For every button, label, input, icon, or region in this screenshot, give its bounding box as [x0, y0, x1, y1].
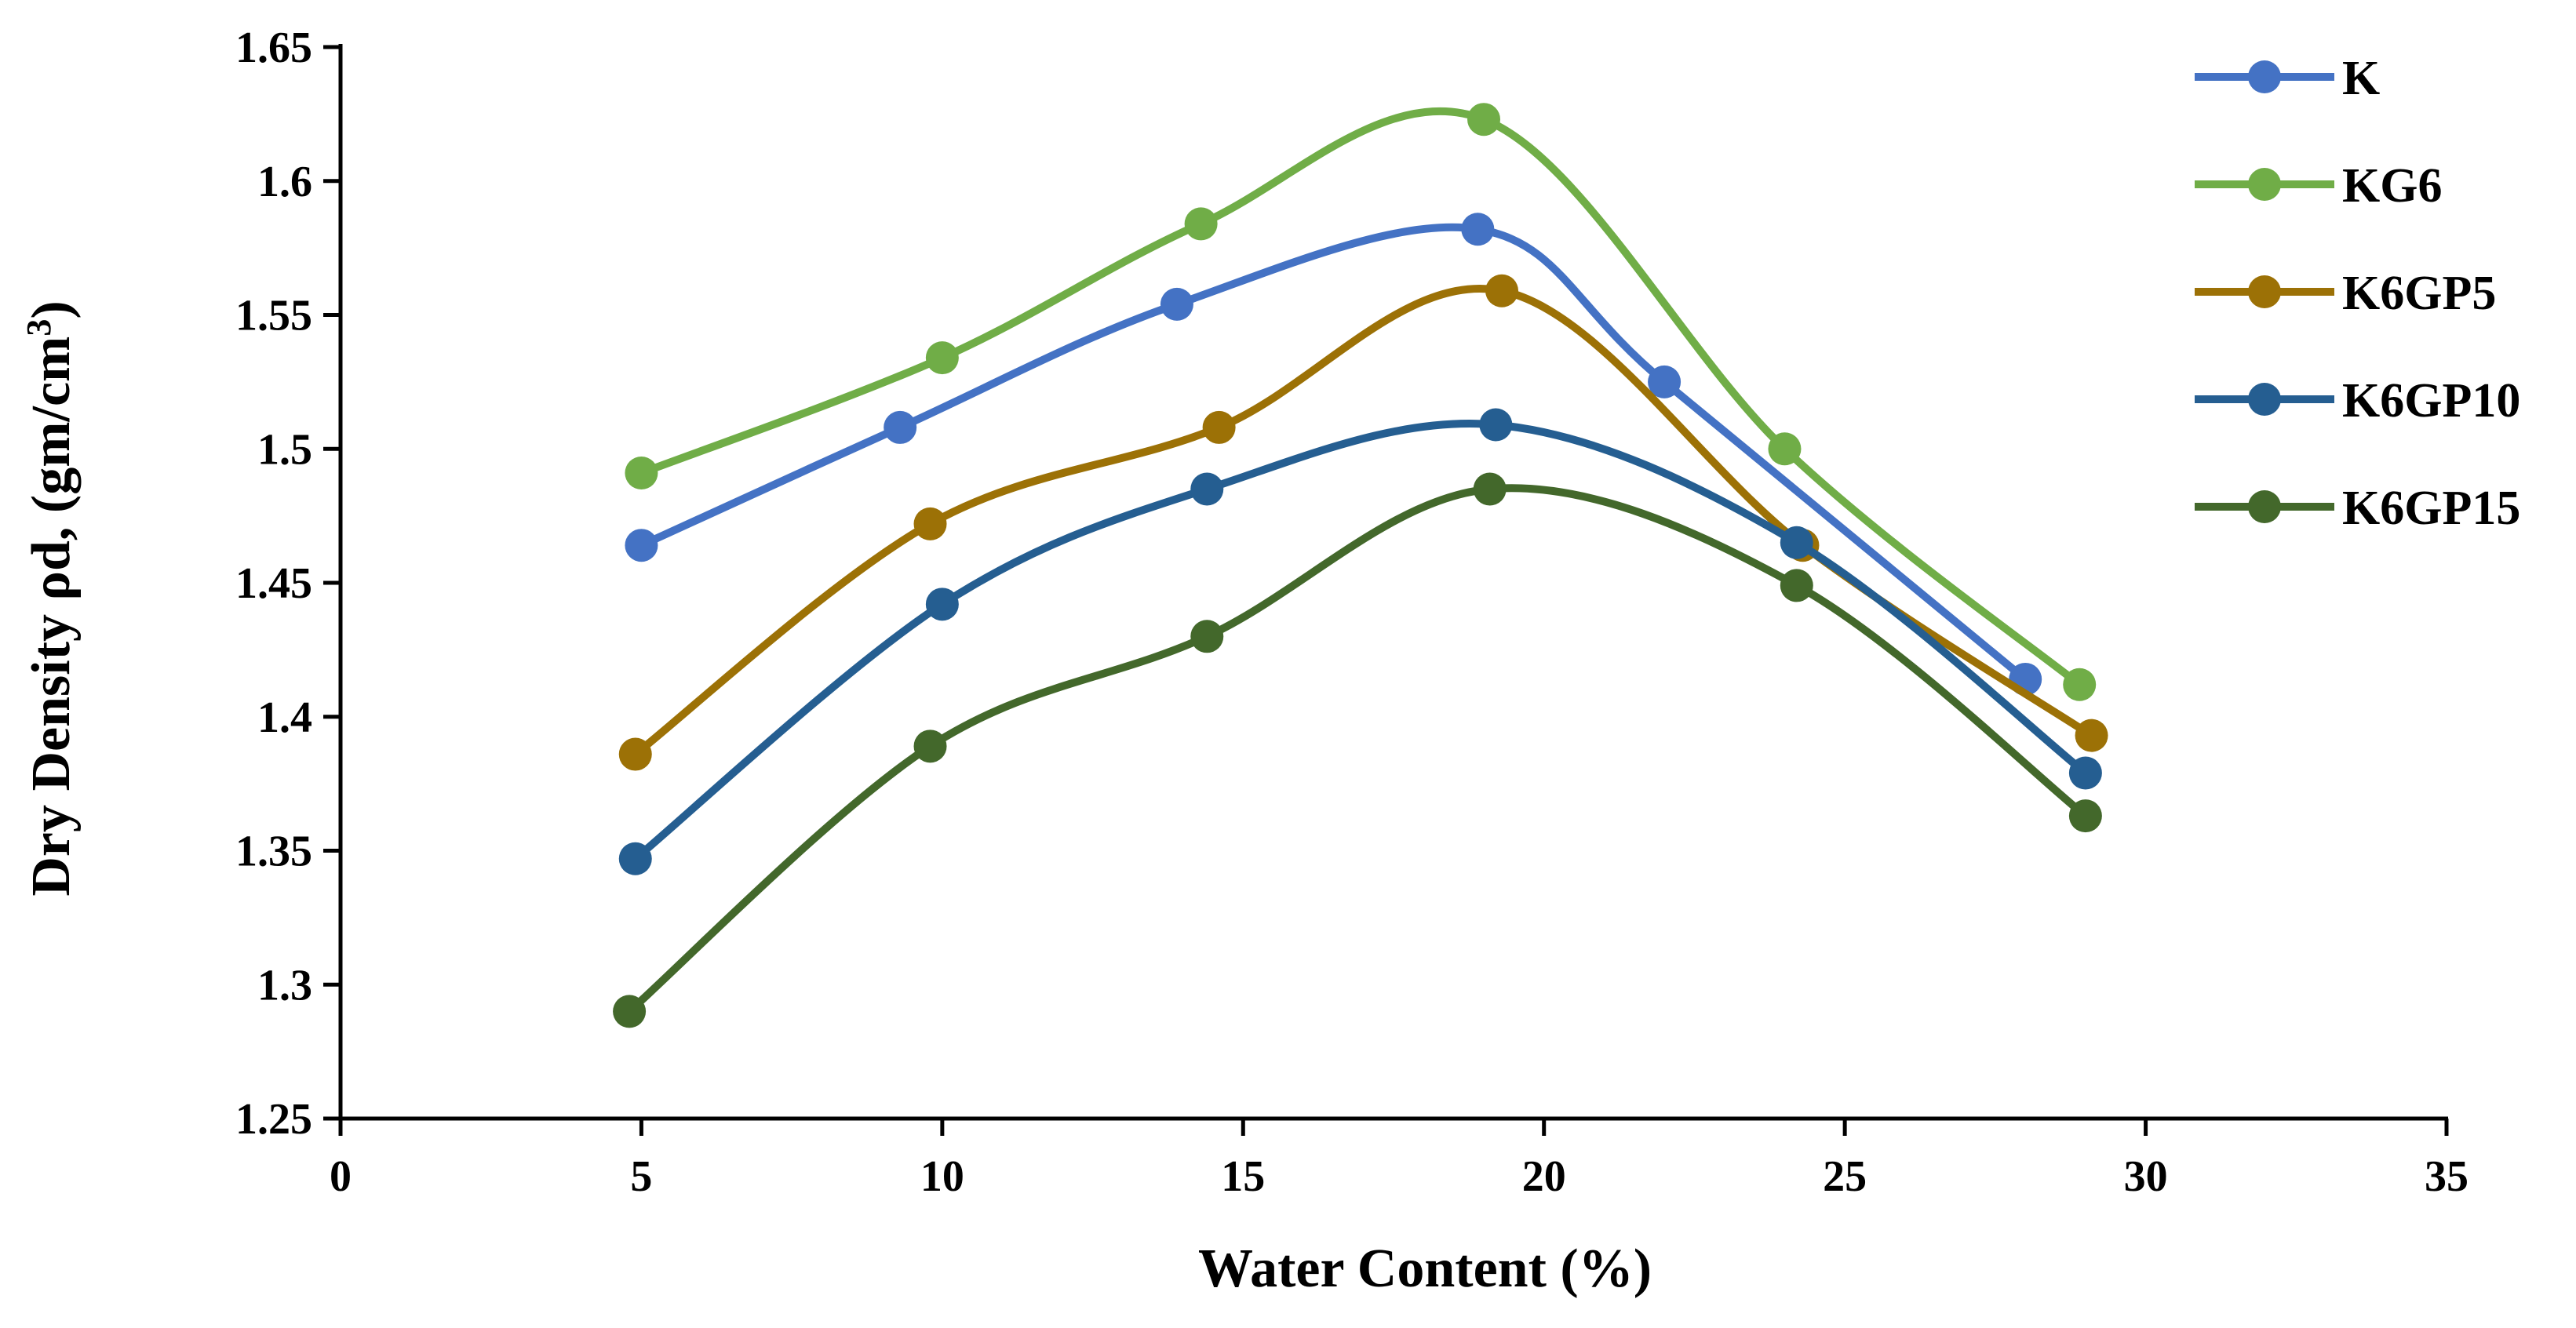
- legend-label-k6gp5: K6GP5: [2342, 267, 2496, 320]
- x-tick-label: 35: [2425, 1152, 2469, 1201]
- legend-label-k6gp10: K6GP10: [2342, 374, 2520, 428]
- data-point-k6gp10: [1479, 408, 1513, 442]
- legend-swatch-marker: [2248, 168, 2281, 201]
- data-point-k6gp10: [1780, 526, 1813, 559]
- legend-entry-k6gp10: K6GP10: [2195, 374, 2520, 428]
- series-k: [625, 213, 2042, 696]
- y-tick-label: 1.45: [235, 559, 312, 608]
- data-point-k6gp5: [1485, 274, 1519, 307]
- legend-entry-k6gp5: K6GP5: [2195, 267, 2496, 320]
- data-point-kg6: [925, 341, 959, 375]
- series-k6gp5: [618, 274, 2108, 771]
- data-point-kg6: [2063, 668, 2097, 701]
- series-k6gp15: [613, 472, 2102, 1028]
- legend-entry-k: K: [2195, 52, 2380, 105]
- series-kg6: [625, 103, 2097, 701]
- axes: 1.25 1.3 1.35 1.4 1.45 1.5 1.55 1.6 1.65 0 5 10 15 20…: [235, 24, 2469, 1201]
- data-point-kg6: [1467, 103, 1501, 136]
- x-tick-label: 30: [2124, 1152, 2168, 1201]
- data-point-k: [1648, 365, 1682, 398]
- data-point-kg6: [625, 456, 658, 489]
- data-point-k6gp10: [1190, 472, 1224, 506]
- data-point-k6gp10: [925, 588, 959, 621]
- x-axis-title: Water Content (%): [1198, 1239, 1652, 1299]
- y-axis-title-main: Dry Density ρd, (gm/cm: [21, 337, 82, 897]
- legend-entry-k6gp15: K6GP15: [2195, 482, 2520, 535]
- series-line-kg6: [637, 107, 2084, 689]
- data-point-k6gp5: [618, 737, 652, 771]
- data-point-k6gp5: [2075, 719, 2108, 752]
- x-tick-label: 20: [1522, 1152, 1566, 1201]
- legend-entry-kg6: KG6: [2195, 159, 2442, 213]
- y-tick-label: 1.55: [235, 292, 312, 340]
- data-point-kg6: [1768, 432, 1802, 466]
- data-point-k: [884, 410, 917, 444]
- data-point-k6gp15: [1780, 569, 1813, 602]
- data-point-k6gp15: [1473, 472, 1507, 506]
- x-tick-label: 15: [1221, 1152, 1265, 1201]
- x-tick-label: 0: [330, 1152, 352, 1201]
- data-point-k6gp5: [913, 507, 947, 540]
- data-point-k6gp10: [618, 842, 652, 875]
- y-tick-label: 1.65: [235, 24, 312, 72]
- y-axis-title-close: ): [21, 300, 82, 318]
- data-point-k6gp15: [2068, 799, 2102, 833]
- y-tick-label: 1.3: [257, 961, 312, 1010]
- legend-swatch-marker: [2248, 275, 2281, 308]
- data-point-k: [1160, 287, 1193, 321]
- series-line-k6gp15: [625, 484, 2090, 1016]
- series-layer: [613, 103, 2108, 1028]
- data-point-k6gp15: [1190, 620, 1224, 653]
- y-axis-title-superscript: 3: [20, 319, 58, 337]
- y-tick-label: 1.5: [257, 425, 312, 474]
- x-tick-label: 10: [920, 1152, 964, 1201]
- x-tick-label: 25: [1823, 1152, 1867, 1201]
- data-point-k6gp15: [913, 729, 947, 763]
- data-point-k6gp15: [613, 995, 647, 1028]
- data-point-kg6: [1184, 207, 1218, 241]
- series-k6gp10: [618, 408, 2102, 875]
- data-point-k: [625, 529, 658, 562]
- legend-swatch-marker: [2248, 490, 2281, 523]
- x-tick-label: 5: [630, 1152, 652, 1201]
- legend-label-kg6: KG6: [2342, 159, 2442, 213]
- y-tick-label: 1.6: [257, 158, 312, 206]
- legend-swatch-marker: [2248, 383, 2281, 416]
- data-point-k: [1461, 213, 1495, 246]
- y-tick-label: 1.35: [235, 828, 312, 876]
- data-point-k6gp5: [1202, 410, 1236, 444]
- legend: K KG6 K6GP5 K6GP10 K6GP15: [2195, 52, 2520, 535]
- data-point-k6gp10: [2068, 756, 2102, 790]
- y-axis-title: Dry Density ρd, (gm/cm3): [20, 300, 82, 896]
- legend-swatch-marker: [2248, 60, 2281, 93]
- legend-label-k6gp15: K6GP15: [2342, 482, 2520, 535]
- series-line-k6gp10: [631, 420, 2090, 863]
- y-tick-label: 1.4: [257, 693, 312, 742]
- series-line-k: [637, 223, 2030, 683]
- legend-label-k: K: [2342, 52, 2380, 105]
- y-tick-label: 1.25: [235, 1095, 312, 1144]
